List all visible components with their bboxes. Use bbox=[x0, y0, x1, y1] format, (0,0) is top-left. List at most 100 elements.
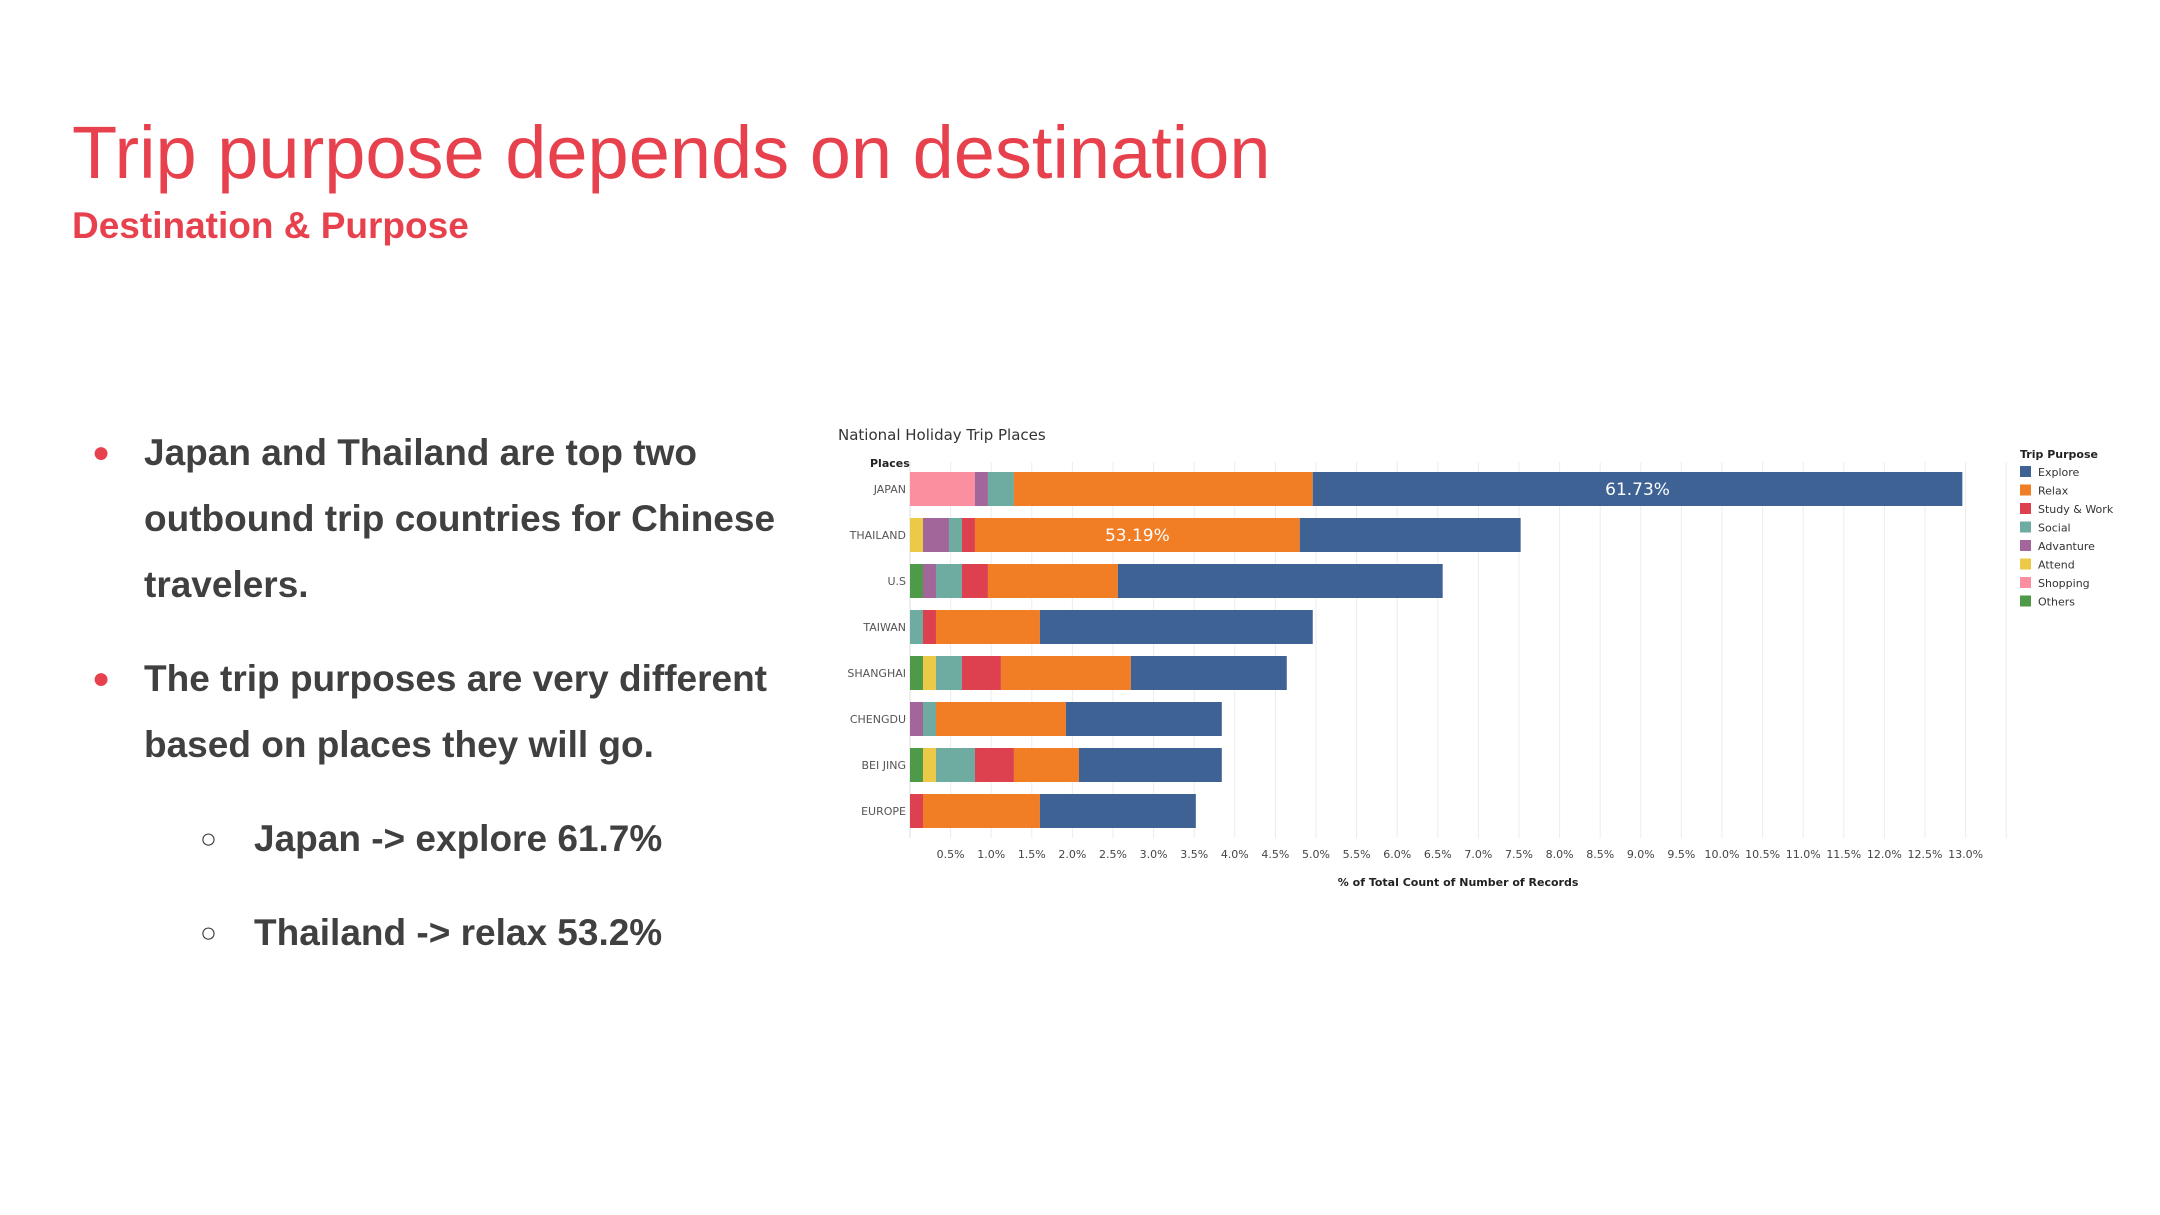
bar-segment bbox=[910, 794, 923, 828]
bar-segment bbox=[910, 610, 923, 644]
bar-segment bbox=[1312, 472, 1963, 506]
sub-bullet-text: Japan -> explore 61.7% bbox=[254, 818, 663, 859]
bullet-ring-icon: ○ bbox=[200, 823, 217, 854]
legend-swatch bbox=[2020, 521, 2031, 533]
category-label: EUROPE bbox=[861, 805, 906, 818]
slide-subtitle: Destination & Purpose bbox=[72, 205, 469, 246]
bar-segment bbox=[910, 518, 923, 552]
category-label: U.S bbox=[887, 575, 906, 588]
data-label: 61.73% bbox=[1605, 480, 1670, 500]
legend-swatch bbox=[2020, 540, 2031, 551]
bar-segment bbox=[922, 564, 936, 598]
bullet-item: ● The trip purposes are very different b… bbox=[92, 646, 792, 778]
x-tick-label: 2.5% bbox=[1099, 848, 1127, 861]
legend-label: Shopping bbox=[2038, 577, 2090, 590]
x-tick-label: 8.5% bbox=[1586, 848, 1614, 861]
x-tick-label: 5.5% bbox=[1343, 848, 1371, 861]
legend-swatch bbox=[2020, 558, 2031, 570]
sub-bullet-item: ○ Thailand -> relax 53.2% bbox=[200, 900, 792, 966]
x-tick-label: 10.0% bbox=[1705, 848, 1740, 861]
bar-segment bbox=[922, 748, 936, 782]
x-tick-label: 9.5% bbox=[1667, 848, 1695, 861]
legend-swatch bbox=[2020, 577, 2031, 588]
bar-segment bbox=[935, 702, 1066, 736]
bar-segment bbox=[961, 656, 1001, 690]
x-tick-label: 9.0% bbox=[1627, 848, 1655, 861]
legend-title: Trip Purpose bbox=[2020, 448, 2098, 461]
x-tick-label: 6.0% bbox=[1383, 848, 1411, 861]
legend-label: Social bbox=[2038, 522, 2071, 535]
bar-segment bbox=[961, 564, 988, 598]
bar-segment bbox=[1065, 702, 1222, 736]
bar-segment bbox=[922, 794, 1040, 828]
bar-segment bbox=[922, 518, 949, 552]
legend-swatch bbox=[2020, 466, 2031, 477]
bullet-text: The trip purposes are very different bas… bbox=[144, 658, 768, 765]
legend-label: Attend bbox=[2038, 559, 2075, 572]
x-tick-label: 13.0% bbox=[1948, 848, 1983, 861]
bar-segment bbox=[974, 472, 988, 506]
bar-segment bbox=[935, 564, 962, 598]
x-tick-label: 2.0% bbox=[1058, 848, 1086, 861]
x-tick-label: 12.5% bbox=[1908, 848, 1943, 861]
legend-swatch bbox=[2020, 503, 2031, 514]
x-tick-label: 3.5% bbox=[1180, 848, 1208, 861]
bar-segment bbox=[910, 748, 923, 782]
bar-segment bbox=[935, 610, 1040, 644]
bar-segment bbox=[922, 702, 936, 736]
legend-label: Others bbox=[2038, 596, 2075, 609]
bullet-ring-icon: ○ bbox=[200, 917, 217, 948]
bar-segment bbox=[974, 518, 1300, 552]
legend-swatch bbox=[2020, 484, 2031, 496]
legend-label: Relax bbox=[2038, 485, 2069, 498]
category-label: THAILAND bbox=[849, 529, 906, 542]
chart-title: National Holiday Trip Places bbox=[838, 426, 1046, 444]
category-label: CHENGDU bbox=[850, 713, 906, 726]
bar-segment bbox=[961, 518, 975, 552]
y-axis-title: Places bbox=[870, 457, 910, 470]
bar-segment bbox=[974, 748, 1014, 782]
x-tick-label: 8.0% bbox=[1546, 848, 1574, 861]
bar-segment bbox=[922, 610, 936, 644]
sub-bullet-text: Thailand -> relax 53.2% bbox=[254, 912, 663, 953]
bar-segment bbox=[910, 656, 923, 690]
x-tick-label: 1.0% bbox=[977, 848, 1005, 861]
data-label: 53.19% bbox=[1105, 526, 1170, 546]
x-tick-label: 12.0% bbox=[1867, 848, 1902, 861]
bar-segment bbox=[1078, 748, 1222, 782]
bar-segment bbox=[987, 564, 1118, 598]
legend-swatch bbox=[2020, 595, 2031, 607]
legend-label: Study & Work bbox=[2038, 503, 2114, 516]
x-tick-label: 1.5% bbox=[1018, 848, 1046, 861]
bar-segment bbox=[948, 518, 962, 552]
bar-segment bbox=[910, 564, 923, 598]
category-label: TAIWAN bbox=[862, 621, 906, 634]
x-tick-label: 11.5% bbox=[1826, 848, 1861, 861]
category-label: JAPAN bbox=[873, 483, 906, 496]
sub-bullet-item: ○ Japan -> explore 61.7% bbox=[200, 806, 792, 872]
bar-segment bbox=[1013, 472, 1313, 506]
bullet-text: Japan and Thailand are top two outbound … bbox=[144, 432, 776, 605]
x-tick-label: 5.0% bbox=[1302, 848, 1330, 861]
bullet-dot-icon: ● bbox=[92, 436, 111, 469]
x-tick-label: 7.5% bbox=[1505, 848, 1533, 861]
slide-title: Trip purpose depends on destination bbox=[72, 111, 1271, 194]
bar-segment bbox=[1117, 564, 1443, 598]
bar-segment bbox=[910, 472, 975, 506]
bullet-item: ● Japan and Thailand are top two outboun… bbox=[92, 420, 792, 618]
x-tick-label: 11.0% bbox=[1786, 848, 1821, 861]
bar-segment bbox=[987, 472, 1014, 506]
bar-segment bbox=[935, 748, 975, 782]
x-axis-title: % of Total Count of Number of Records bbox=[1338, 876, 1579, 889]
x-tick-label: 7.0% bbox=[1464, 848, 1492, 861]
bar-segment bbox=[922, 656, 936, 690]
x-tick-label: 0.5% bbox=[937, 848, 965, 861]
x-tick-label: 6.5% bbox=[1424, 848, 1452, 861]
legend-label: Advanture bbox=[2038, 540, 2095, 553]
bar-segment bbox=[1130, 656, 1287, 690]
x-tick-label: 10.5% bbox=[1745, 848, 1780, 861]
category-label: BEI JING bbox=[862, 759, 906, 772]
legend-label: Explore bbox=[2038, 466, 2080, 479]
bar-segment bbox=[1013, 748, 1079, 782]
bar-segment bbox=[935, 656, 962, 690]
